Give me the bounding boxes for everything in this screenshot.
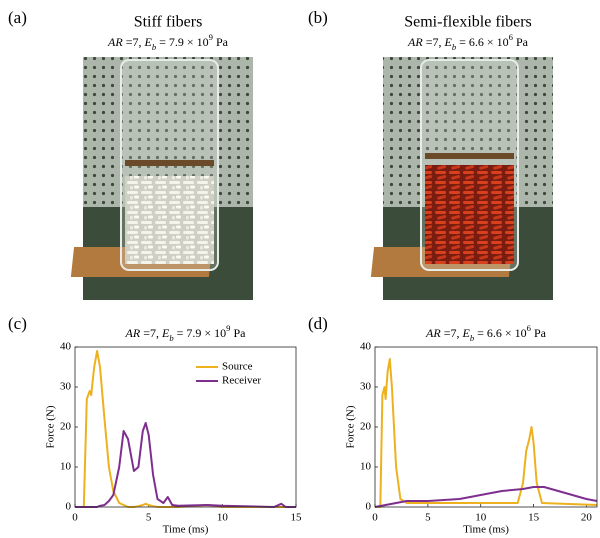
y-tick-label: 30 <box>60 381 72 393</box>
subtitle-part: AR <box>407 35 423 49</box>
subtitle-part: = 6.6 × 10 <box>456 35 509 49</box>
y-tick-label: 10 <box>360 461 372 473</box>
subtitle-part: = 7.9 × 10 <box>156 35 209 49</box>
photo-stiff-fibers <box>70 57 253 300</box>
subtitle: AR =7, Eb = 6.6 × 106 Pa <box>425 323 547 343</box>
y-tick-label: 40 <box>60 341 72 353</box>
subtitle-part: 6 <box>509 32 514 42</box>
x-tick-label: 20 <box>581 512 593 524</box>
x-tick-label: 0 <box>372 512 378 524</box>
axes-box <box>374 346 598 508</box>
y-tick-label: 20 <box>60 421 72 433</box>
subtitle-part: E <box>461 326 470 340</box>
photo-title: Semi-flexible fibers <box>404 14 532 31</box>
panel-label: (d) <box>308 314 328 333</box>
subtitle-part: Pa <box>213 35 229 49</box>
legend-label: Source <box>222 361 253 373</box>
subtitle-part: b <box>169 333 174 343</box>
subtitle-part: =7, <box>441 326 463 340</box>
subtitle-part: b <box>152 42 157 52</box>
subtitle-part: b <box>470 333 475 343</box>
subtitle-part: =7, <box>123 35 145 49</box>
panel-label: (b) <box>308 8 328 27</box>
y-axis-label: Force (N) <box>45 405 57 448</box>
subtitle: AR =7, Eb = 6.6 × 106 Pa <box>407 32 529 52</box>
x-tick-label: 0 <box>72 512 78 524</box>
y-tick-label: 40 <box>360 341 372 353</box>
data-line <box>375 358 598 508</box>
subtitle-part: =7, <box>423 35 445 49</box>
subtitle-part: Pa <box>513 35 529 49</box>
subtitle-part: E <box>143 35 152 49</box>
subtitle-part: AR <box>425 326 441 340</box>
subtitle-part: 9 <box>209 32 213 42</box>
subtitle-part: 9 <box>226 323 230 333</box>
photo-title: Stiff fibers <box>134 14 203 31</box>
subtitle-part: =7, <box>140 326 162 340</box>
axes-box <box>74 346 297 508</box>
subtitle: AR =7, Eb = 7.9 × 109 Pa <box>125 323 247 343</box>
photo-semi-flexible-fibers <box>370 57 553 300</box>
subtitle-part: E <box>443 35 452 49</box>
subtitle-part: Pa <box>531 326 547 340</box>
panel-label: (a) <box>8 8 27 27</box>
y-tick-label: 20 <box>360 421 372 433</box>
subtitle: AR =7, Eb = 7.9 × 109 Pa <box>107 32 229 52</box>
plot-area <box>375 347 597 507</box>
x-axis-label: Time (ms) <box>463 524 509 536</box>
plot-area <box>75 347 296 507</box>
x-tick-label: 10 <box>217 512 229 524</box>
x-tick-label: 10 <box>475 512 487 524</box>
subtitle-part: AR <box>125 326 141 340</box>
y-tick-label: 0 <box>66 501 72 513</box>
subtitle-part: AR <box>107 35 123 49</box>
subtitle-part: 6 <box>527 323 532 333</box>
subtitle-part: = 7.9 × 10 <box>174 326 227 340</box>
x-tick-label: 5 <box>146 512 152 524</box>
subtitle-part: Pa <box>230 326 246 340</box>
y-axis-label: Force (N) <box>345 405 357 448</box>
data-line <box>374 486 598 508</box>
subtitle-part: = 6.6 × 10 <box>474 326 527 340</box>
x-axis-label: Time (ms) <box>163 524 209 536</box>
y-tick-label: 10 <box>60 461 72 473</box>
legend-label: Receiver <box>222 375 261 387</box>
x-tick-label: 15 <box>528 512 540 524</box>
subtitle-part: E <box>161 326 170 340</box>
subtitle-part: b <box>452 42 457 52</box>
y-tick-label: 30 <box>360 381 372 393</box>
y-tick-label: 0 <box>366 501 372 513</box>
panel-label: (c) <box>8 314 27 333</box>
x-tick-label: 15 <box>291 512 303 524</box>
x-tick-label: 5 <box>425 512 431 524</box>
